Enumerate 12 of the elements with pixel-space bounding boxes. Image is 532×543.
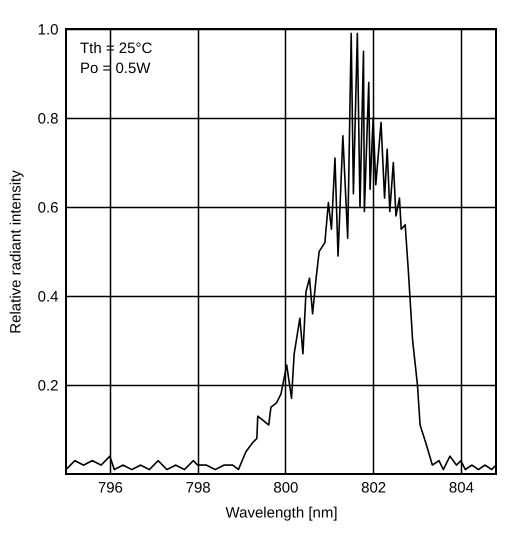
x-tick-label: 802 — [361, 480, 386, 496]
y-tick-label: 1.0 — [38, 22, 58, 38]
x-axis-title: Wavelength [nm] — [226, 504, 338, 522]
y-tick-label: 0.8 — [38, 110, 58, 128]
x-tick-label: 796 — [98, 480, 123, 496]
x-tick-label: 804 — [448, 480, 474, 496]
y-tick-label: 0.6 — [38, 200, 58, 216]
x-tick-label: 800 — [273, 480, 298, 496]
x-tick-label: 798 — [186, 480, 211, 496]
y-axis-title: Relative radiant intensity — [8, 170, 25, 334]
y-tick-label: 0.4 — [38, 288, 58, 306]
y-tick-label: 0.2 — [38, 378, 58, 394]
